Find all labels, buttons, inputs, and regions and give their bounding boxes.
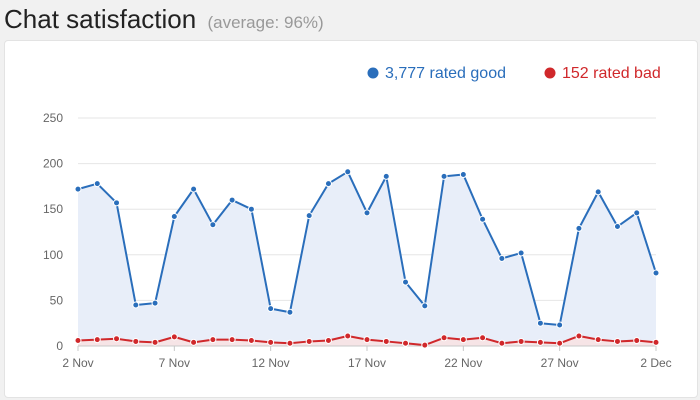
data-point-good bbox=[344, 168, 352, 176]
data-point-bad bbox=[536, 338, 544, 346]
x-tick-label: 22 Nov bbox=[444, 356, 482, 370]
data-point-good bbox=[113, 199, 121, 207]
y-tick-label: 200 bbox=[43, 157, 63, 171]
data-point-good bbox=[170, 212, 178, 220]
data-point-good bbox=[633, 209, 641, 217]
data-point-good bbox=[228, 196, 236, 204]
data-point-good bbox=[151, 299, 159, 307]
data-point-bad bbox=[613, 337, 621, 345]
data-point-bad bbox=[151, 338, 159, 346]
data-point-bad bbox=[93, 336, 101, 344]
data-point-good bbox=[247, 205, 255, 213]
data-point-bad bbox=[633, 337, 641, 345]
data-point-bad bbox=[305, 337, 313, 345]
data-point-bad bbox=[132, 337, 140, 345]
x-tick-label: 2 Dec bbox=[640, 356, 671, 370]
data-point-bad bbox=[267, 338, 275, 346]
data-point-bad bbox=[209, 336, 217, 344]
data-point-good bbox=[594, 188, 602, 196]
data-point-bad bbox=[113, 335, 121, 343]
data-point-bad bbox=[479, 334, 487, 342]
data-point-good bbox=[517, 249, 525, 257]
chart-title: Chat satisfaction bbox=[4, 4, 197, 34]
data-point-good bbox=[93, 180, 101, 188]
data-point-good bbox=[286, 308, 294, 316]
data-point-good bbox=[498, 254, 506, 262]
data-point-bad bbox=[190, 338, 198, 346]
data-point-bad bbox=[324, 337, 332, 345]
data-point-good bbox=[382, 172, 390, 180]
data-point-bad bbox=[402, 339, 410, 347]
data-point-good bbox=[324, 180, 332, 188]
data-point-bad bbox=[652, 338, 660, 346]
data-point-bad bbox=[440, 334, 448, 342]
x-tick-label: 7 Nov bbox=[159, 356, 190, 370]
y-tick-label: 250 bbox=[43, 111, 63, 125]
y-tick-label: 50 bbox=[50, 293, 64, 307]
data-point-bad bbox=[421, 341, 429, 349]
x-tick-label: 12 Nov bbox=[252, 356, 290, 370]
data-point-good bbox=[440, 172, 448, 180]
data-point-bad bbox=[344, 332, 352, 340]
x-tick-label: 17 Nov bbox=[348, 356, 386, 370]
line-chart: 0 50 100 150 200 250 2 Nov 7 Nov 12 Nov 17 Nov 22 … bbox=[43, 65, 672, 370]
data-point-bad bbox=[228, 336, 236, 344]
data-point-good bbox=[402, 278, 410, 286]
data-point-bad bbox=[74, 337, 82, 345]
y-tick-label: 150 bbox=[43, 202, 63, 216]
legend-marker-bad bbox=[544, 67, 556, 79]
y-tick-label: 0 bbox=[56, 339, 63, 353]
data-point-good bbox=[190, 185, 198, 193]
data-point-good bbox=[363, 209, 371, 217]
legend-label-good: 3,777 rated good bbox=[385, 65, 506, 82]
y-tick-label: 100 bbox=[43, 248, 63, 262]
data-point-bad bbox=[286, 339, 294, 347]
data-point-good bbox=[267, 305, 275, 313]
data-point-good bbox=[421, 302, 429, 310]
legend-label-bad: 152 rated bad bbox=[562, 65, 661, 82]
legend-marker-good bbox=[367, 67, 379, 79]
chart-subtitle: (average: 96%) bbox=[207, 13, 324, 32]
data-point-good bbox=[652, 269, 660, 277]
x-tick-label: 27 Nov bbox=[541, 356, 579, 370]
data-point-good bbox=[613, 223, 621, 231]
data-point-bad bbox=[575, 332, 583, 340]
data-point-bad bbox=[382, 337, 390, 345]
data-point-good bbox=[556, 321, 564, 329]
data-point-bad bbox=[556, 339, 564, 347]
data-point-bad bbox=[498, 339, 506, 347]
data-point-bad bbox=[363, 336, 371, 344]
data-point-good bbox=[132, 301, 140, 309]
data-point-bad bbox=[247, 337, 255, 345]
data-point-bad bbox=[517, 337, 525, 345]
series-area-good bbox=[78, 171, 656, 346]
chart-card: 0 50 100 150 200 250 2 Nov 7 Nov 12 Nov 17 Nov 22 … bbox=[4, 40, 698, 398]
data-point-good bbox=[479, 215, 487, 223]
data-point-good bbox=[74, 185, 82, 193]
data-point-bad bbox=[170, 333, 178, 341]
data-point-bad bbox=[594, 336, 602, 344]
data-point-good bbox=[459, 171, 467, 179]
data-point-good bbox=[305, 212, 313, 220]
chart-title-row: Chat satisfaction (average: 96%) bbox=[4, 4, 324, 35]
data-point-bad bbox=[459, 336, 467, 344]
data-point-good bbox=[575, 224, 583, 232]
data-point-good bbox=[536, 319, 544, 327]
x-tick-label: 2 Nov bbox=[62, 356, 93, 370]
data-point-good bbox=[209, 221, 217, 229]
